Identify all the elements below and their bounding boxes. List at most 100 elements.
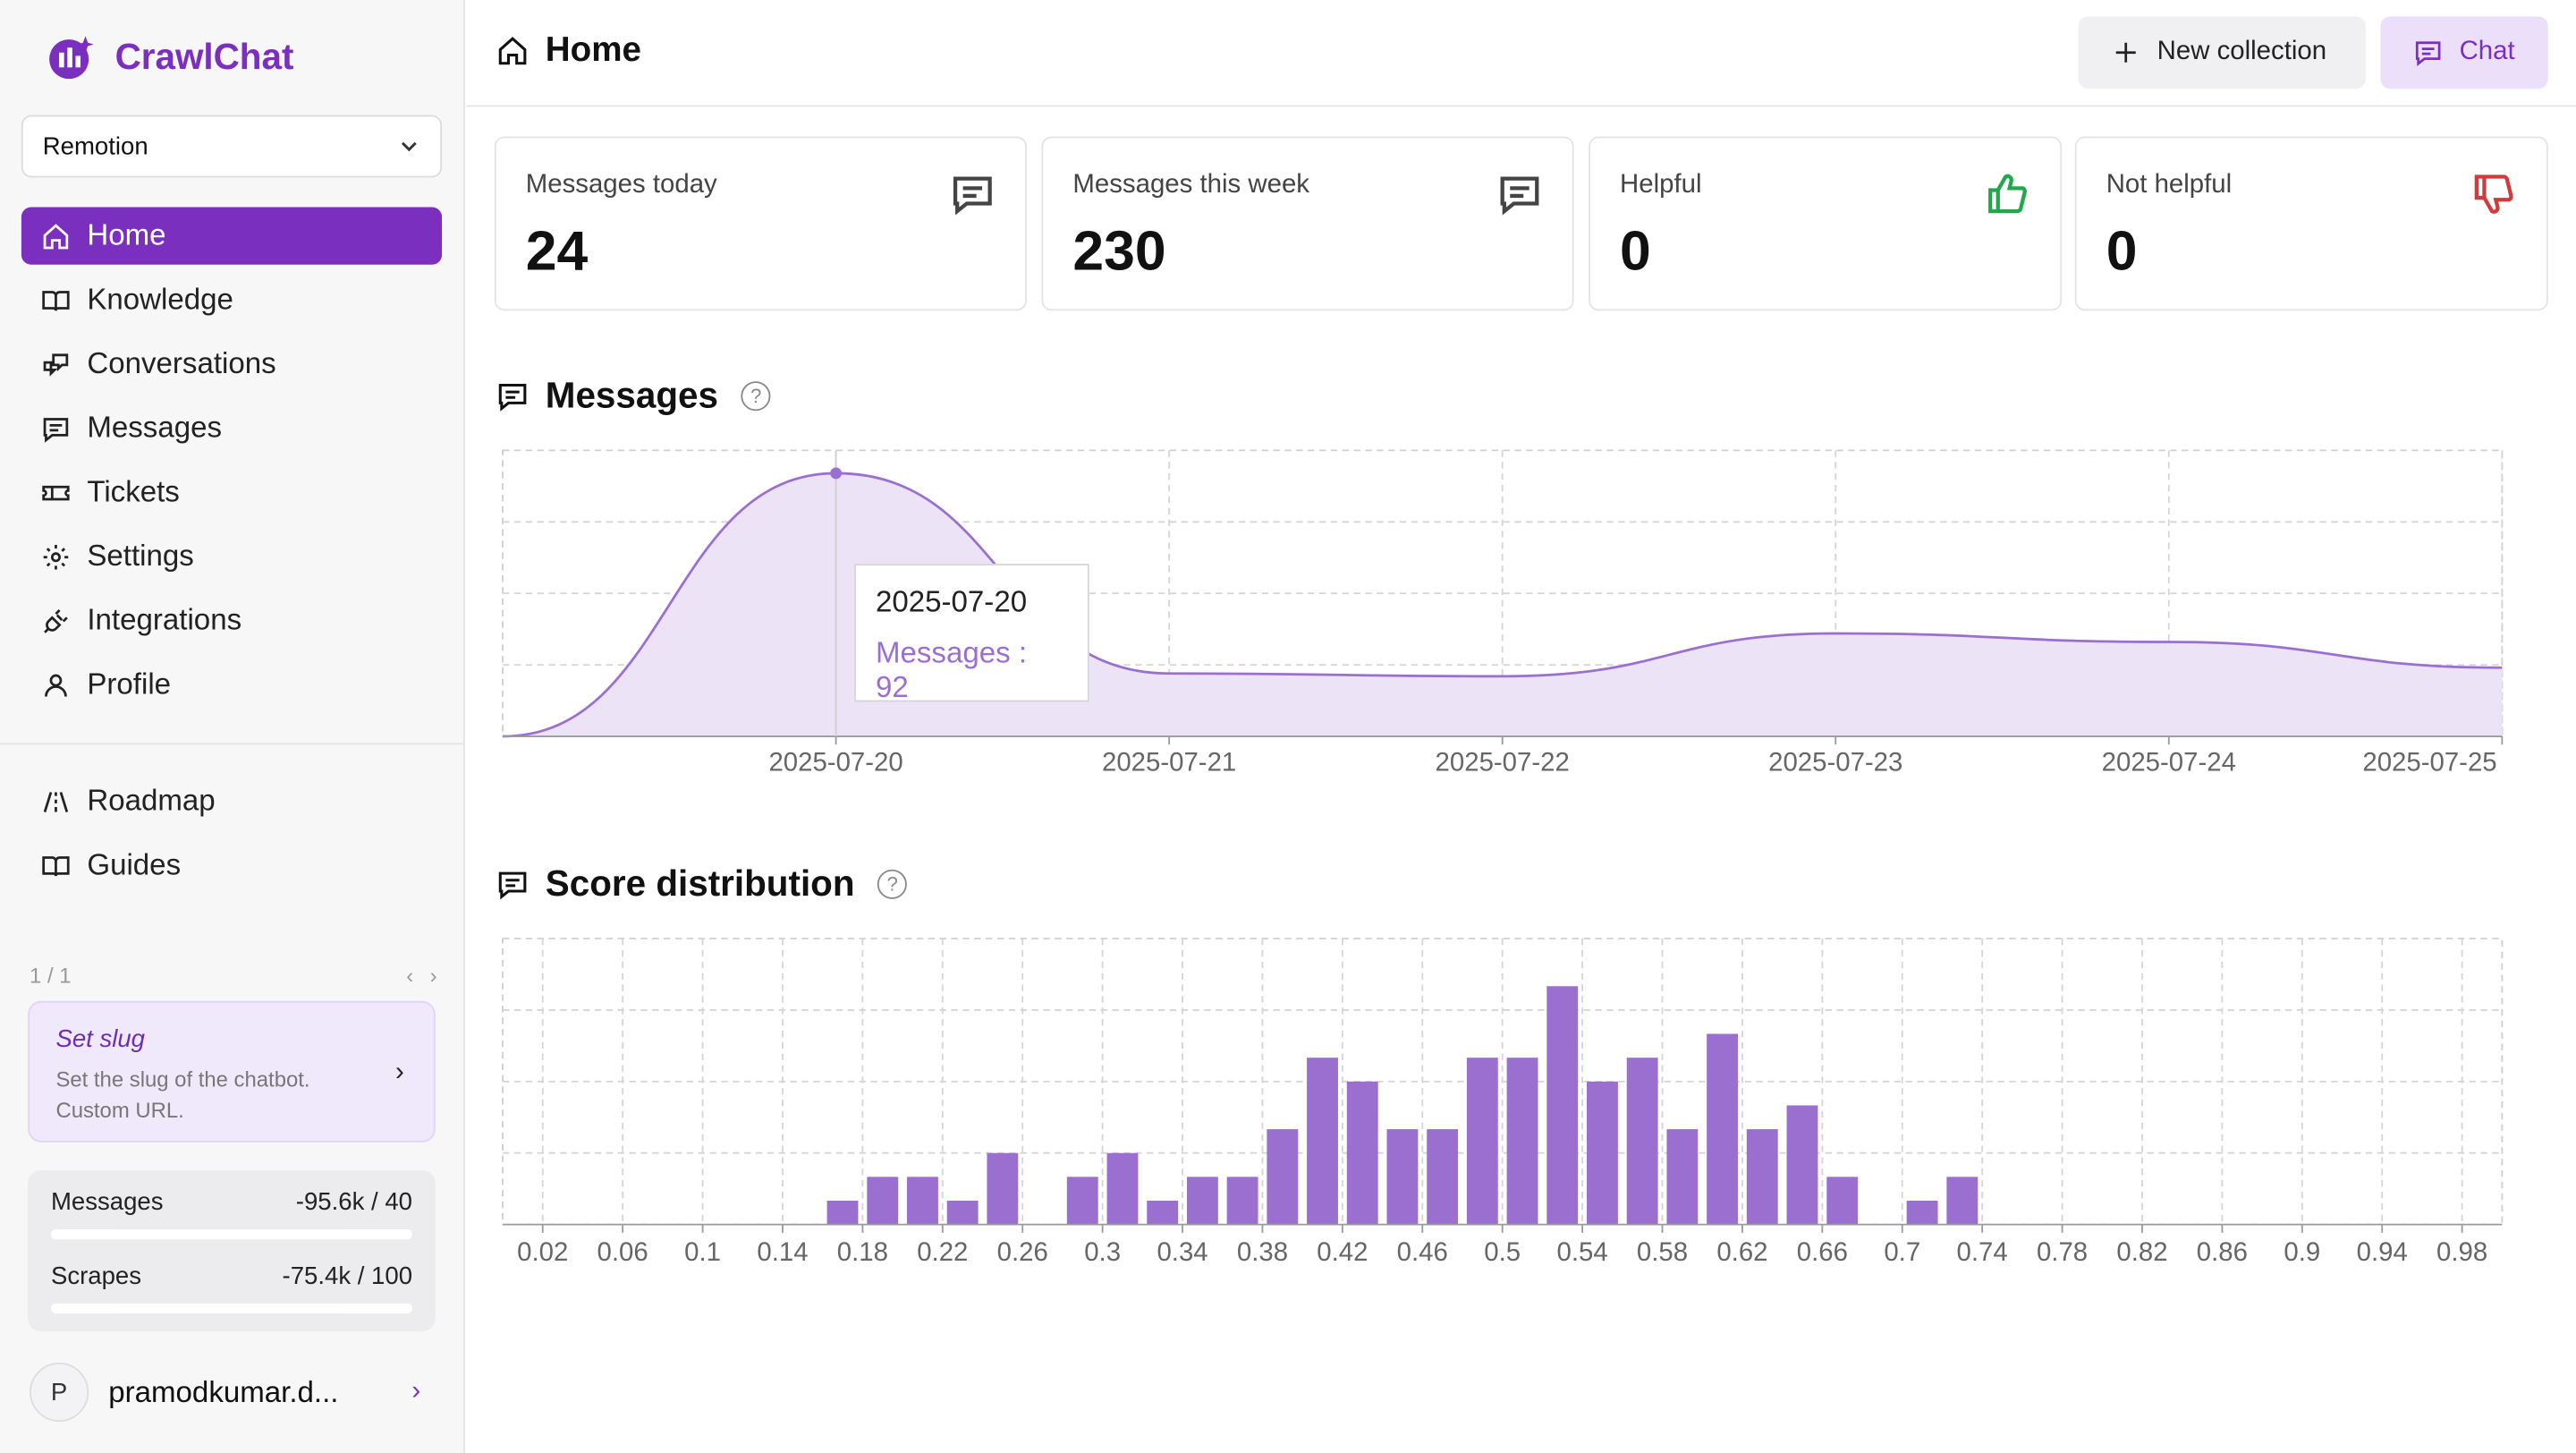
x-tick-label: 0.86 [2197, 1237, 2248, 1267]
score-bar [1427, 1129, 1459, 1225]
x-tick-label: 0.7 [1884, 1237, 1920, 1267]
gear-icon [43, 544, 69, 569]
sidebar-item-label: Integrations [87, 603, 242, 636]
score-bar [1707, 1033, 1739, 1225]
set-slug-title: Set slug [55, 1025, 146, 1054]
sidebar-item-home[interactable]: Home [21, 207, 443, 265]
series-line [503, 472, 2503, 738]
usage-value: -95.6k / 40 [295, 1188, 413, 1217]
sidebar-divider [0, 743, 465, 745]
stat-value: 0 [2106, 220, 2138, 283]
section-title-text: Score distribution [545, 862, 855, 905]
x-tick-label: 0.9 [2284, 1237, 2320, 1267]
sidebar-item-knowledge[interactable]: Knowledge [21, 271, 442, 328]
chevron-left-icon[interactable]: ‹ [406, 963, 414, 989]
score-bar [1546, 986, 1579, 1225]
x-tick-label: 2025-07-22 [1436, 748, 1570, 777]
score-bar [1506, 1058, 1538, 1225]
score-bar [1746, 1129, 1778, 1225]
home-icon [43, 223, 69, 249]
usage-panel: Messages -95.6k / 40 Scrapes -75.4k / 10… [28, 1170, 436, 1332]
x-tick-label: 0.26 [997, 1237, 1048, 1267]
sidebar-item-integrations[interactable]: Integrations [21, 591, 442, 649]
x-tick-label: 0.1 [684, 1237, 721, 1267]
message-icon [953, 176, 992, 216]
score-bar [1587, 1081, 1618, 1225]
pager-count: 1 / 1 [30, 963, 72, 989]
score-bar [867, 1177, 899, 1225]
score-bar [1626, 1058, 1658, 1225]
crawlchat-logo-icon [49, 36, 94, 80]
score-bar [1786, 1105, 1818, 1225]
thumbs-up-icon [1988, 174, 2027, 214]
sidebar-item-label: Guides [87, 847, 182, 881]
brand[interactable]: CrawlChat [46, 33, 293, 82]
x-tick-label: 0.02 [517, 1237, 568, 1267]
x-tick-label: 0.62 [1716, 1237, 1767, 1267]
score-bar [987, 1152, 1019, 1225]
roadmap-icon [43, 791, 69, 812]
score-bar [1066, 1177, 1098, 1225]
x-tick-label: 0.98 [2436, 1237, 2487, 1267]
x-tick-label: 0.06 [597, 1237, 648, 1267]
stat-label: Messages today [525, 171, 717, 200]
sidebar-item-label: Home [87, 218, 166, 252]
x-tick-label: 0.58 [1637, 1237, 1688, 1267]
sidebar-item-messages[interactable]: Messages [21, 399, 442, 456]
sidebar-item-tickets[interactable]: Tickets [21, 463, 442, 521]
message-icon [1500, 176, 1539, 216]
score-bar [1386, 1129, 1419, 1225]
collection-select-value: Remotion [42, 132, 148, 161]
score-bar [1267, 1129, 1299, 1225]
new-collection-button[interactable]: New collection [2078, 16, 2366, 89]
x-tick-label: 0.54 [1557, 1237, 1608, 1267]
chat-button[interactable]: Chat [2380, 16, 2548, 89]
stat-value: 230 [1072, 220, 1166, 283]
sidebar-item-guides[interactable]: Guides [21, 837, 442, 894]
book-icon [42, 290, 70, 310]
stat-value: 0 [1620, 220, 1651, 283]
x-tick-label: 0.94 [2357, 1237, 2408, 1267]
message-icon [498, 871, 527, 900]
help-icon[interactable]: ? [877, 869, 908, 899]
sidebar-item-label: Profile [87, 667, 172, 701]
chevron-right-icon: › [395, 1058, 404, 1087]
x-tick-label: 0.46 [1397, 1237, 1448, 1267]
chevron-right-icon: › [411, 1377, 421, 1406]
sidebar-item-conversations[interactable]: Conversations [21, 336, 442, 393]
chevron-right-icon[interactable]: › [429, 963, 437, 989]
set-slug-card[interactable]: Set slug Set the slug of the chatbot. Cu… [28, 1000, 436, 1143]
x-tick-label: 0.18 [837, 1237, 888, 1267]
x-tick-label: 0.5 [1484, 1237, 1521, 1267]
score-bar [907, 1177, 938, 1225]
sidebar-item-label: Knowledge [87, 282, 233, 316]
book-icon [42, 855, 70, 876]
usage-messages-row: Messages -95.6k / 40 [51, 1188, 412, 1216]
score-bar [1186, 1177, 1218, 1225]
sidebar-item-label: Conversations [87, 346, 276, 380]
score-bar [1826, 1177, 1859, 1225]
tips-pager: 1 / 1 ‹ › [30, 964, 437, 989]
collection-select[interactable]: Remotion [21, 115, 443, 178]
set-slug-description: Set the slug of the chatbot. Custom URL. [55, 1066, 310, 1123]
score-section-title: Score distribution ? [496, 862, 908, 905]
sidebar-item-profile[interactable]: Profile [21, 656, 442, 713]
usage-value: -75.4k / 100 [282, 1262, 413, 1291]
help-icon[interactable]: ? [741, 381, 771, 412]
stat-value: 24 [525, 220, 589, 283]
stat-card-messages-week: Messages this week 230 [1041, 136, 1574, 311]
score-bar [1466, 1058, 1498, 1225]
usage-label: Messages [50, 1188, 164, 1217]
score-bar [1666, 1129, 1699, 1225]
usage-scrapes-bar [50, 1303, 413, 1313]
sidebar-item-settings[interactable]: Settings [21, 528, 442, 585]
sidebar-item-roadmap[interactable]: Roadmap [21, 772, 442, 829]
score-bar [1946, 1177, 1979, 1225]
x-tick-label: 0.14 [757, 1237, 808, 1267]
user-name: pramodkumar.d... [108, 1374, 339, 1408]
user-menu[interactable]: P pramodkumar.d... › [30, 1361, 437, 1423]
active-point [830, 467, 843, 480]
sidebar-item-label: Tickets [87, 474, 180, 508]
tooltip-value: Messages : 92 [875, 635, 1028, 704]
usage-messages-bar [50, 1229, 413, 1240]
